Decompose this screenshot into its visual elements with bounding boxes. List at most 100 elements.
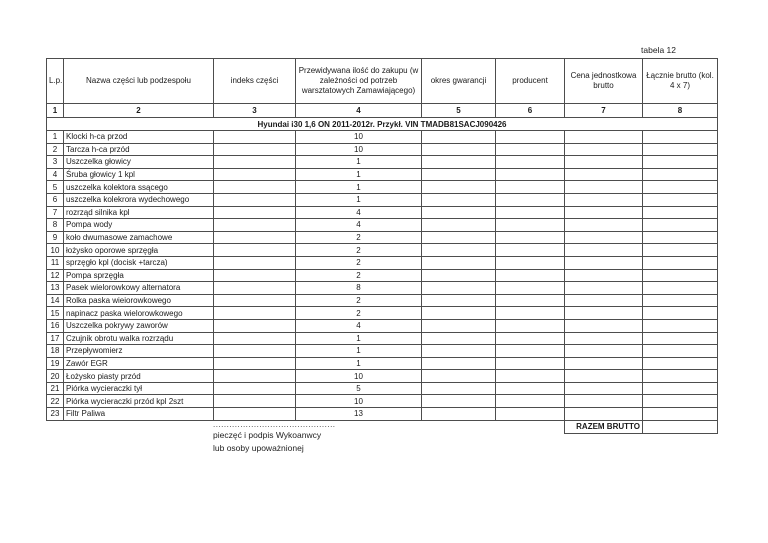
cell-unit-price xyxy=(564,230,643,245)
column-header-warranty: okres gwarancji xyxy=(421,58,496,104)
column-header-qty: Przewidywana ilość do zakupu (w zależnoś… xyxy=(295,58,422,104)
cell-index xyxy=(213,344,296,358)
column-number: 8 xyxy=(642,103,718,118)
cell-producer xyxy=(495,192,565,207)
cell-total xyxy=(642,394,718,409)
cell-warranty xyxy=(421,155,496,169)
cell-producer xyxy=(495,281,565,295)
cell-no: 23 xyxy=(46,407,64,421)
cell-unit-price xyxy=(564,356,643,371)
column-header-index: indeks części xyxy=(213,58,296,104)
cell-no: 5 xyxy=(46,180,64,194)
cell-warranty xyxy=(421,344,496,358)
cell-no: 1 xyxy=(46,130,64,144)
cell-qty: 1 xyxy=(295,192,422,207)
cell-qty: 4 xyxy=(295,218,422,232)
cell-warranty xyxy=(421,255,496,270)
cell-unit-price xyxy=(564,369,643,383)
cell-producer xyxy=(495,369,565,383)
cell-warranty xyxy=(421,205,496,220)
cell-index xyxy=(213,142,296,157)
cell-name: Klocki h-ca przod xyxy=(63,130,214,144)
cell-name: koło dwumasowe zamachowe xyxy=(63,230,214,245)
cell-unit-price xyxy=(564,344,643,358)
cell-name: rozrząd silnika kpl xyxy=(63,205,214,220)
cell-index xyxy=(213,255,296,270)
cell-no: 9 xyxy=(46,230,64,245)
cell-index xyxy=(213,394,296,409)
table-row: 13 Pasek wielorowkowy alternatora 8 xyxy=(46,281,718,295)
cell-warranty xyxy=(421,142,496,157)
header-row: L.p. Nazwa części lub podzespołu indeks … xyxy=(46,58,718,104)
section-title: Hyundai i30 1,6 ON 2011-2012r. Przykł. V… xyxy=(46,117,718,131)
cell-name: Piórka wycieraczki przód kpl 2szt xyxy=(63,394,214,409)
cell-no: 15 xyxy=(46,306,64,320)
cell-producer xyxy=(495,293,565,308)
cell-total xyxy=(642,130,718,144)
cell-index xyxy=(213,331,296,346)
signature-caption-line1: pieczęć i podpis Wykoanwcy xyxy=(213,430,322,440)
cell-no: 12 xyxy=(46,268,64,283)
table-row: 17 Czujnik obrotu walka rozrządu 1 xyxy=(46,331,718,346)
cell-qty: 10 xyxy=(295,142,422,157)
cell-total xyxy=(642,407,718,421)
cell-name: Pompa sprzęgła xyxy=(63,268,214,283)
cell-producer xyxy=(495,130,565,144)
cell-total xyxy=(642,205,718,220)
cell-total xyxy=(642,218,718,232)
table-row: 7 rozrząd silnika kpl 4 xyxy=(46,205,718,220)
table-row: 3 Uszczelka głowicy 1 xyxy=(46,155,718,169)
table-row: 19 Zawór EGR 1 xyxy=(46,356,718,371)
cell-unit-price xyxy=(564,243,643,257)
cell-index xyxy=(213,218,296,232)
table-row: 10 łożysko oporowe sprzęgła 2 xyxy=(46,243,718,257)
cell-unit-price xyxy=(564,293,643,308)
cell-index xyxy=(213,281,296,295)
cell-producer xyxy=(495,167,565,182)
cell-no: 19 xyxy=(46,356,64,371)
table-row: 12 Pompa sprzęgła 2 xyxy=(46,268,718,283)
cell-index xyxy=(213,268,296,283)
cell-total xyxy=(642,192,718,207)
cell-qty: 5 xyxy=(295,381,422,396)
cell-warranty xyxy=(421,356,496,371)
cell-name: Zawór EGR xyxy=(63,356,214,371)
cell-qty: 2 xyxy=(295,230,422,245)
cell-index xyxy=(213,293,296,308)
cell-producer xyxy=(495,331,565,346)
cell-total xyxy=(642,318,718,333)
cell-name: Czujnik obrotu walka rozrządu xyxy=(63,331,214,346)
cell-name: Pasek wielorowkowy alternatora xyxy=(63,281,214,295)
cell-producer xyxy=(495,394,565,409)
cell-no: 13 xyxy=(46,281,64,295)
column-number: 2 xyxy=(63,103,214,118)
cell-qty: 2 xyxy=(295,243,422,257)
cell-producer xyxy=(495,180,565,194)
cell-unit-price xyxy=(564,155,643,169)
cell-qty: 1 xyxy=(295,155,422,169)
cell-producer xyxy=(495,268,565,283)
cell-total xyxy=(642,306,718,320)
cell-no: 22 xyxy=(46,394,64,409)
cell-name: Rolka paska wieiorowkowego xyxy=(63,293,214,308)
cell-warranty xyxy=(421,218,496,232)
cell-unit-price xyxy=(564,268,643,283)
cell-warranty xyxy=(421,407,496,421)
cell-producer xyxy=(495,356,565,371)
cell-no: 21 xyxy=(46,381,64,396)
table-row: 8 Pompa wody 4 xyxy=(46,218,718,232)
cell-index xyxy=(213,318,296,333)
cell-no: 10 xyxy=(46,243,64,257)
parts-table: L.p. Nazwa części lub podzespołu indeks … xyxy=(46,58,718,434)
cell-total xyxy=(642,255,718,270)
cell-name: uszczelka kolekrora wydechowego xyxy=(63,192,214,207)
cell-unit-price xyxy=(564,381,643,396)
cell-warranty xyxy=(421,318,496,333)
cell-qty: 10 xyxy=(295,394,422,409)
cell-no: 7 xyxy=(46,205,64,220)
cell-index xyxy=(213,155,296,169)
cell-unit-price xyxy=(564,394,643,409)
cell-name: Tarcza h-ca przód xyxy=(63,142,214,157)
cell-qty: 4 xyxy=(295,318,422,333)
cell-warranty xyxy=(421,243,496,257)
